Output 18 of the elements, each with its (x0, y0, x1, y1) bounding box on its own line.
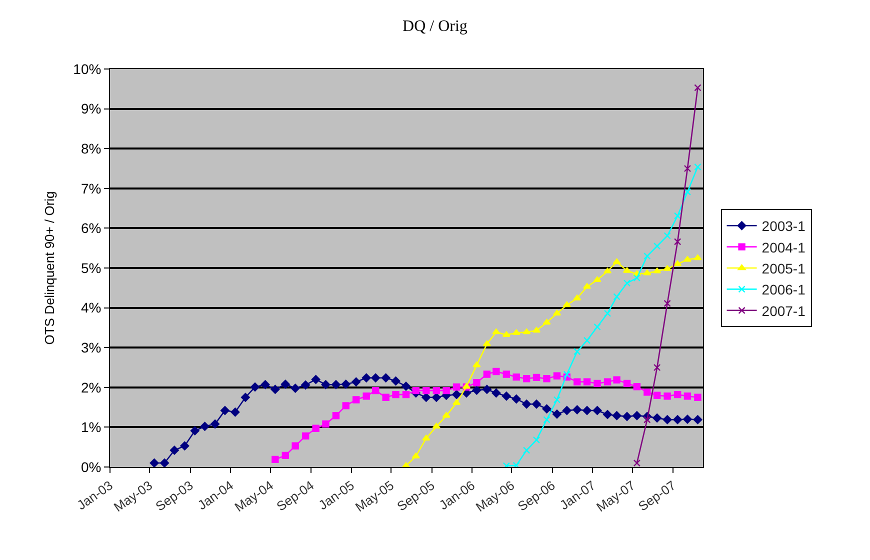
legend-label: 2003-1 (762, 218, 806, 234)
y-tick-label: 4% (80, 300, 102, 316)
y-tick-label: 7% (80, 180, 102, 196)
y-axis-title: OTS Delinquent 90+ / Orig (42, 191, 58, 345)
y-tick-label: 3% (80, 340, 102, 356)
legend-label: 2005-1 (762, 260, 806, 276)
legend-label: 2007-1 (762, 302, 806, 319)
y-tick-label: 5% (80, 260, 102, 276)
y-tick-label: 2% (80, 379, 102, 396)
legend-label: 2004-1 (762, 239, 806, 256)
y-tick-label: 10% (73, 60, 102, 77)
legend-label: 2006-1 (762, 282, 806, 298)
y-tick-label: 9% (80, 100, 102, 117)
y-tick-label: 1% (80, 419, 102, 436)
y-tick-label: 0% (80, 458, 102, 475)
y-tick-label: 8% (80, 140, 102, 156)
y-tick-label: 6% (80, 220, 102, 236)
chart-title: DQ / Orig (402, 18, 468, 35)
